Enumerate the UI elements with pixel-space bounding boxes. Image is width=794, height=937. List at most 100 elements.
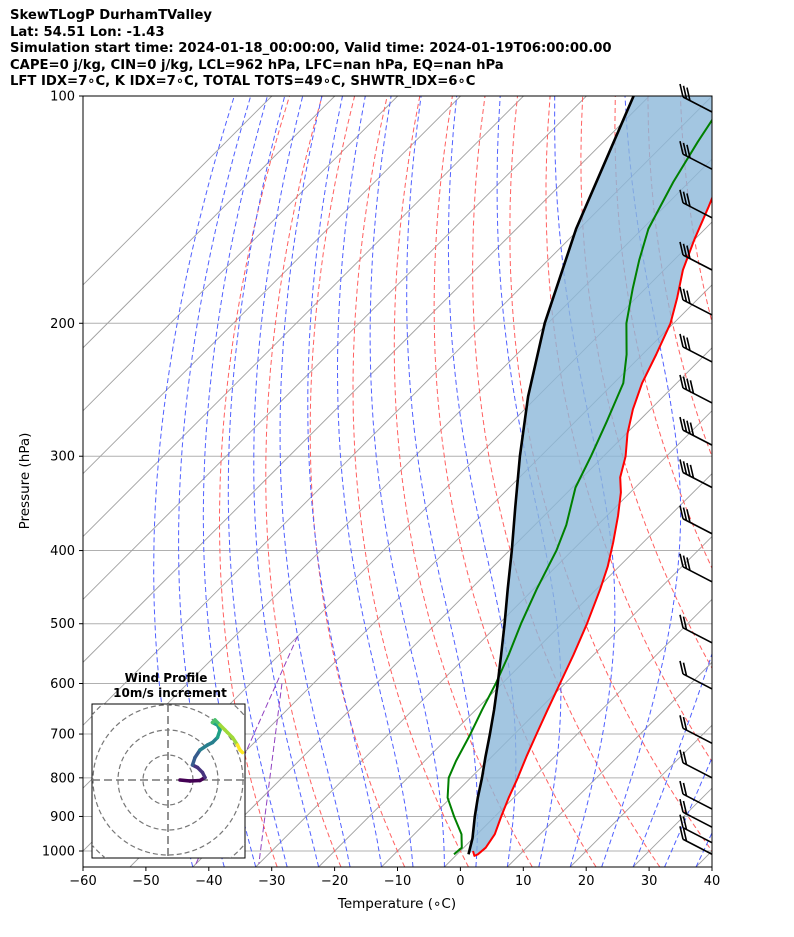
isotherm-line [83,96,587,601]
barb-flag [686,290,691,304]
barb-staff [682,471,713,489]
x-tick-label: 40 [704,874,721,889]
barb-flag [679,416,684,431]
inset-subtitle: 10m/s increment [113,686,227,700]
wind-barb [679,459,713,489]
barb-flag [679,333,684,348]
barb-staff [682,673,713,690]
barb-flag [679,505,684,519]
moist-adiabat [307,96,382,867]
barb-flag [686,337,691,351]
cin-shading [468,96,712,856]
wind-barb [679,140,713,170]
barb-flag [686,462,691,477]
barb-flag [679,715,684,729]
barb-flag [689,464,695,479]
hodograph-segment [238,748,245,755]
moist-adiabat [178,96,252,867]
barb-staff [682,96,713,113]
barb-staff [682,566,713,583]
barb-staff [682,762,713,779]
wind-barb [679,660,713,690]
moist-adiabat [227,96,288,867]
x-axis-label: Temperature (∘C) [337,896,456,912]
moist-adiabat [447,96,517,867]
parcel-line [467,96,635,855]
moist-adiabat [695,831,712,867]
barb-flag [686,420,691,434]
moist-adiabat [632,652,712,867]
moist-adiabat [153,96,235,867]
barb-staff [682,518,713,535]
y-tick-label: 600 [50,677,75,692]
barb-staff [682,254,713,271]
moist-adiabat [253,96,320,867]
barb-staff [682,826,713,844]
x-tick-label: 20 [578,874,595,889]
isotherm-line [83,96,399,412]
wind-barb [679,814,713,844]
isotherm-line [569,724,712,867]
y-tick-label: 700 [50,728,75,743]
inset-title: Wind Profile [125,671,208,685]
barb-flag [682,816,688,830]
barb-staff [682,429,713,446]
x-tick-label: −50 [132,874,159,889]
x-tick-label: 30 [641,874,658,889]
isotherm-line [318,472,712,867]
barb-flag [682,288,688,302]
hodograph-trace [178,718,245,783]
x-tick-label: −60 [69,874,96,889]
barb-staff [682,838,713,855]
barb-staff [682,627,713,644]
barb-flag [686,557,691,571]
dry-adiabat [433,96,597,867]
barb-flag [679,241,684,256]
y-tick-label: 1000 [42,845,75,860]
dry-adiabat [265,96,342,867]
barb-flag [679,749,684,764]
axis-ticks: −60 −50 −40 −30 −20 −10 0 10 20 30 40 100 200 300 400 5… [42,90,720,890]
barb-flag [679,614,684,629]
x-tick-label: 10 [515,874,532,889]
y-tick-label: 200 [50,317,75,332]
wind-barb [679,333,713,363]
dry-adiabat [778,96,794,867]
barb-flag [686,245,691,259]
barb-flag [686,87,691,101]
wind-barb [679,553,713,583]
y-tick-label: 100 [50,90,75,105]
barb-flag [682,616,688,630]
hodograph-segment [223,728,235,740]
wind-barb [679,780,713,810]
profile-layer [446,96,712,857]
barb-flag [682,142,688,157]
barb-flag [686,193,691,207]
wind-barb [679,189,713,219]
dry-adiabat [309,96,406,867]
wind-barb [679,374,713,404]
isotherm-line [506,661,712,867]
barb-staff [682,346,713,363]
moist-adiabat [279,96,351,867]
barb-staff [682,387,713,404]
barb-flag [682,555,688,569]
y-axis-label: Pressure (hPa) [17,433,33,530]
dewpoint-line [446,118,712,856]
isotherm-line [83,96,461,475]
barb-staff [682,793,713,810]
barb-flag [682,85,688,99]
barb-flag [682,716,688,731]
wind-barb [679,799,713,828]
isotherm-line [695,850,712,867]
barb-flag [689,380,695,394]
barb-flag [682,507,688,521]
moist-adiabat [406,96,479,867]
barb-flag [679,553,684,567]
barb-flag [679,83,684,98]
wind-barb [679,416,713,446]
barb-flag [679,660,684,675]
barb-flag [679,814,684,828]
barb-flag [679,189,684,204]
